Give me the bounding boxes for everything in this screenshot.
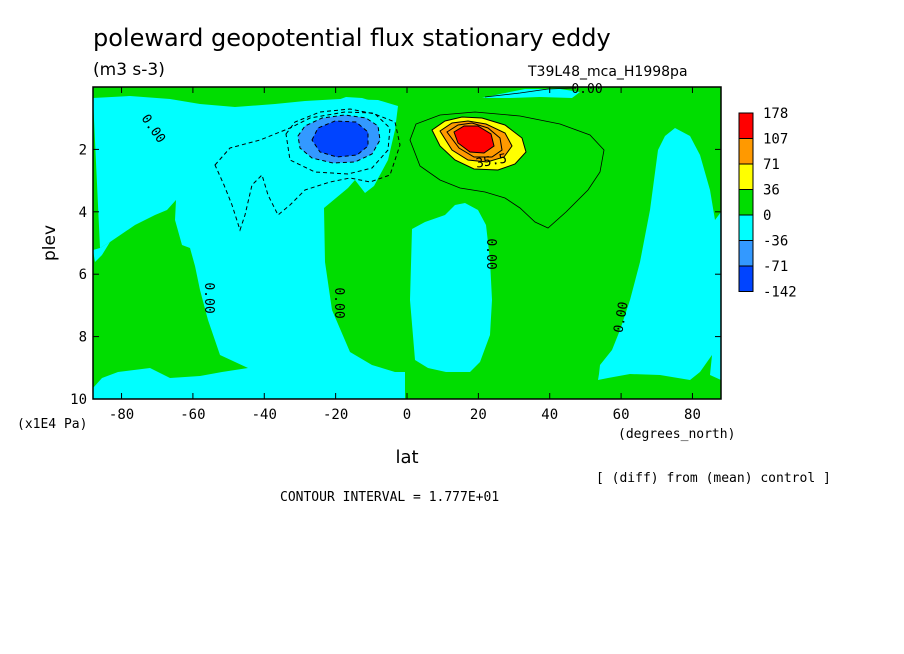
colorbar-label: 71 (763, 157, 780, 173)
y-tick-label: 4 (79, 205, 87, 221)
contour-field (93, 87, 721, 399)
run-label: T39L48_mca_H1998pa (527, 64, 688, 80)
colorbar-label: -36 (763, 234, 788, 250)
x-axis: -80 -60 -40 -20 0 20 40 60 80 (109, 87, 701, 423)
x-tick-label: 20 (470, 407, 487, 423)
colorbar-swatch (738, 240, 754, 267)
contour-label: 35.5 (475, 151, 508, 171)
x-tick-label: -20 (323, 407, 348, 423)
negative-region-north (598, 128, 721, 380)
x-tick-label: -80 (109, 407, 134, 423)
colorbar-label: 178 (763, 106, 788, 122)
positive-core-inner (454, 126, 494, 153)
colorbar-label: -71 (763, 259, 788, 275)
x-tick-label: 80 (684, 407, 701, 423)
colorbar-label: -142 (763, 285, 797, 301)
colorbar-label: 107 (763, 132, 788, 148)
colorbar: 178 107 71 36 0 -36 -71 -142 (738, 106, 797, 301)
negative-region-top-center (335, 97, 372, 106)
colorbar-swatch (738, 138, 754, 165)
colorbar-swatch (738, 189, 754, 216)
colorbar-swatch (738, 265, 754, 292)
x-tick-label: 60 (613, 407, 630, 423)
contour-lines (214, 87, 605, 232)
colorbar-label: 36 (763, 183, 780, 199)
comparison-note: [ (diff) from (mean) control ] (596, 471, 831, 486)
negative-core-inner (312, 121, 368, 157)
negative-region-middle (410, 203, 492, 372)
x-tick-label: -40 (252, 407, 277, 423)
chart-units: (m3 s-3) (93, 60, 165, 80)
y-tick-label: 2 (79, 142, 87, 158)
negative-region-sw-island (93, 242, 110, 262)
negative-region-top-right (482, 89, 580, 98)
contour-label: 0.00 (201, 282, 216, 313)
x-axis-units: (degrees_north) (618, 427, 735, 442)
contour-label: 0.00 (331, 287, 346, 318)
x-tick-label: 0 (403, 407, 411, 423)
negative-region-south (93, 96, 405, 399)
colorbar-swatch (738, 112, 754, 139)
y-tick-label: 6 (79, 267, 87, 283)
x-axis-label: lat (395, 447, 418, 468)
x-tick-label: 40 (541, 407, 558, 423)
contour-label: 0.00 (571, 82, 602, 97)
colorbar-swatch (738, 214, 754, 241)
y-tick-label: 10 (70, 392, 87, 408)
colorbar-label: 0 (763, 208, 771, 224)
contour-interval-text: CONTOUR INTERVAL = 1.777E+01 (280, 490, 499, 505)
y-axis-label: plev (40, 225, 60, 261)
y-axis: 2 4 6 8 10 (70, 142, 721, 408)
contour-label: 0.00 (483, 238, 498, 269)
colorbar-swatch (738, 163, 754, 190)
y-tick-label: 8 (79, 330, 87, 346)
contour-label: 0.00 (611, 301, 631, 334)
x-tick-label: -60 (180, 407, 205, 423)
chart-title: poleward geopotential flux stationary ed… (93, 24, 611, 52)
y-axis-units: (x1E4 Pa) (17, 417, 87, 432)
